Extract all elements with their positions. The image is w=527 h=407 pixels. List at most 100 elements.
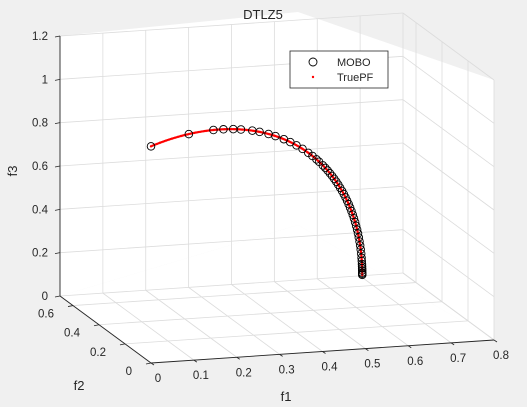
mobo-point bbox=[358, 270, 367, 280]
z-tick-label: 0 bbox=[42, 291, 48, 303]
mobo-point bbox=[351, 221, 361, 231]
series-mobo bbox=[146, 124, 367, 280]
mobo-point bbox=[350, 217, 360, 227]
grid-line-y-floor bbox=[72, 282, 417, 306]
z-tick bbox=[54, 295, 61, 298]
z-tick-label: 1.2 bbox=[32, 31, 48, 43]
grid-line-x-floor bbox=[231, 284, 323, 352]
grid-line-z-side bbox=[402, 142, 495, 211]
mobo-point bbox=[357, 266, 367, 275]
grid-line-x-floor bbox=[317, 278, 409, 347]
y-tick-label: 0.4 bbox=[64, 328, 81, 340]
x-tick-label: 0.8 bbox=[493, 350, 509, 362]
z-tick-label: 1 bbox=[42, 74, 48, 86]
x-tick-label: 0.6 bbox=[407, 356, 423, 368]
z-tick-label: 0.4 bbox=[32, 204, 49, 216]
grid-line-z-side bbox=[402, 272, 495, 341]
grid-line-z-back bbox=[59, 229, 404, 254]
grid-line-z-side bbox=[402, 229, 495, 297]
mobo-point bbox=[348, 210, 358, 219]
x-tick bbox=[365, 348, 369, 351]
mobo-point bbox=[332, 177, 341, 187]
z-axis-label: f3 bbox=[5, 166, 20, 177]
mobo-point bbox=[345, 203, 355, 212]
tick-labels: 0 0.1 0.2 0.3 0.4 0.5 0.6 0.7 0.8 0 0.2 0.4 0.6 0 0.2 0… bbox=[32, 31, 509, 385]
back-wall-yz bbox=[298, 12, 494, 340]
z-tick-label: 0.6 bbox=[32, 161, 48, 173]
mobo-point bbox=[209, 125, 218, 135]
x-tick-label: 0.7 bbox=[450, 353, 466, 365]
z-tick bbox=[54, 78, 61, 81]
mobo-point bbox=[318, 161, 328, 170]
x-tick bbox=[150, 362, 155, 366]
y-tick-label: 0.2 bbox=[90, 347, 106, 359]
y-tick-label: 0.6 bbox=[38, 309, 54, 321]
legend-box bbox=[289, 50, 389, 89]
chart-title: DTLZ5 bbox=[243, 7, 283, 22]
x-tick-label: 0.5 bbox=[364, 359, 380, 371]
mobo-point bbox=[219, 125, 228, 134]
mobo-point bbox=[355, 237, 364, 246]
mobo-point bbox=[354, 233, 364, 242]
y-tick bbox=[67, 305, 74, 307]
z-tick bbox=[54, 35, 61, 38]
grid-line-z-back bbox=[59, 99, 404, 124]
y-axis-label: f2 bbox=[74, 378, 85, 393]
grid-line-z-side bbox=[402, 99, 495, 167]
z-tick bbox=[54, 252, 61, 255]
z-tick bbox=[54, 208, 61, 211]
legend-marker-mobo bbox=[308, 57, 318, 67]
mobo-point bbox=[357, 253, 366, 263]
x-tick bbox=[450, 342, 455, 346]
mobo-point bbox=[312, 155, 321, 164]
tick-marks bbox=[54, 35, 498, 366]
mobo-point bbox=[271, 131, 280, 141]
grid-line-z-side bbox=[402, 186, 495, 254]
mobo-point bbox=[355, 241, 365, 250]
mobo-point bbox=[353, 229, 363, 238]
grid-line-z-back bbox=[59, 142, 404, 167]
grid-line-y-floor bbox=[98, 301, 443, 326]
x-axis-label: f1 bbox=[281, 389, 292, 404]
grid-line-y-floor bbox=[124, 320, 469, 345]
mobo-point bbox=[298, 144, 307, 154]
grid-line-x-floor bbox=[359, 275, 452, 344]
floor-xy bbox=[60, 225, 494, 363]
x-tick-label: 0.3 bbox=[279, 364, 295, 376]
x-tick-label: 0.2 bbox=[236, 367, 252, 379]
x-tick bbox=[322, 351, 326, 354]
mobo-point bbox=[255, 127, 264, 137]
mobo-point bbox=[356, 245, 365, 254]
legend-marker-truepf bbox=[311, 75, 315, 79]
z-tick bbox=[54, 122, 61, 125]
x-tick bbox=[493, 339, 498, 343]
grid-line-x-floor bbox=[274, 281, 366, 349]
y-tick bbox=[93, 324, 100, 327]
mobo-point bbox=[184, 129, 194, 139]
x-tick bbox=[193, 359, 198, 363]
y-tick bbox=[145, 362, 152, 365]
z-tick-label: 0.2 bbox=[32, 248, 48, 260]
mobo-point bbox=[349, 214, 359, 223]
mobo-point bbox=[146, 142, 156, 151]
mobo-point bbox=[327, 171, 337, 181]
grid-line-x-floor bbox=[145, 289, 237, 358]
x-tick-label: 0.1 bbox=[193, 370, 209, 382]
mobo-point bbox=[329, 174, 339, 184]
x-tick-label: 0 bbox=[155, 373, 161, 385]
grid-line-z-side bbox=[402, 56, 495, 124]
x-tick bbox=[236, 356, 240, 360]
grid-line-z-side bbox=[402, 12, 495, 81]
y-tick bbox=[119, 343, 126, 346]
y-axis-line bbox=[59, 295, 152, 364]
x-tick bbox=[408, 345, 412, 349]
grid-line-x-floor bbox=[102, 292, 195, 361]
mobo-point bbox=[325, 168, 335, 178]
x-tick-label: 0.4 bbox=[322, 362, 339, 374]
mobo-point bbox=[357, 264, 367, 273]
mobo-point bbox=[352, 225, 362, 234]
grid-line-x-floor bbox=[188, 287, 280, 355]
back-wall-xz bbox=[60, 12, 298, 296]
y-tick-label: 0 bbox=[126, 366, 132, 378]
